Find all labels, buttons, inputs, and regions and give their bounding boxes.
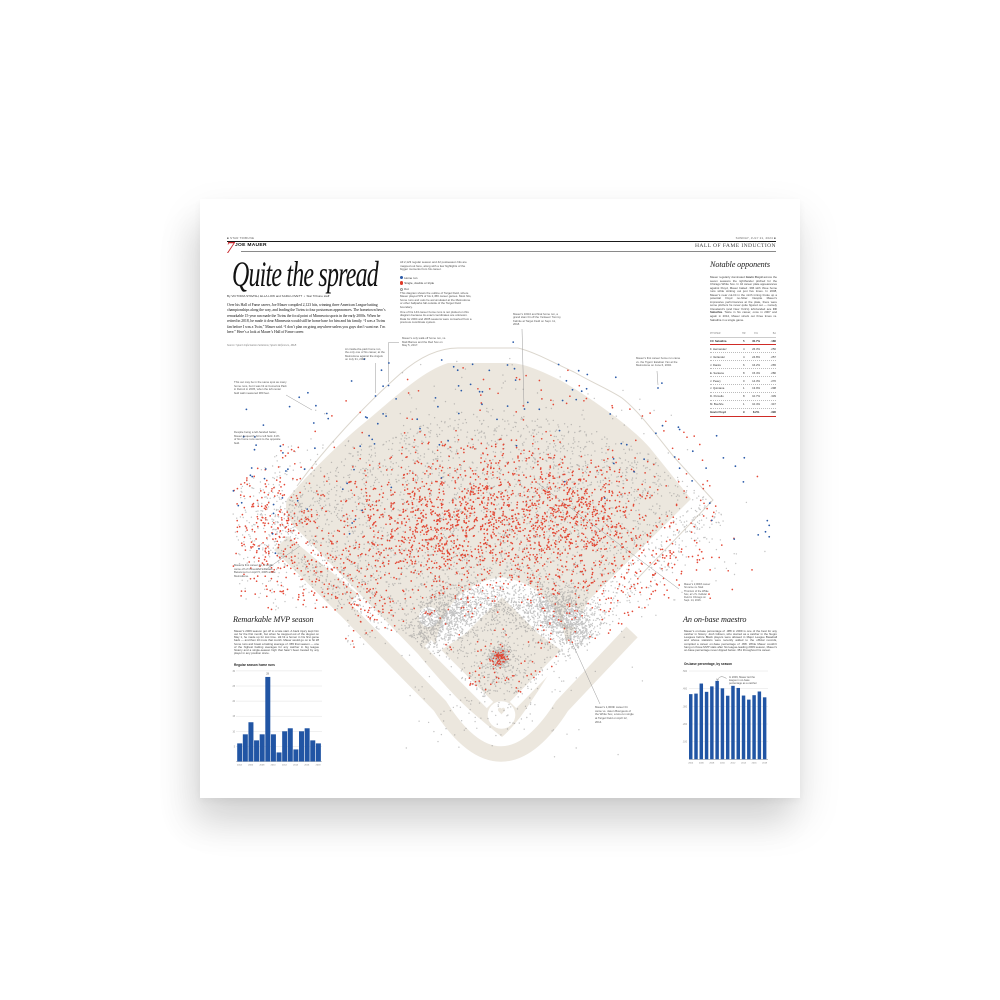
svg-text:15: 15 [232, 716, 235, 718]
svg-text:2004: 2004 [688, 762, 694, 764]
svg-text:5: 5 [234, 746, 236, 748]
svg-text:2012: 2012 [282, 765, 288, 767]
svg-text:2008: 2008 [259, 765, 265, 767]
svg-text:2010: 2010 [271, 765, 277, 767]
svg-text:2016: 2016 [304, 765, 310, 767]
svg-text:25: 25 [232, 686, 235, 688]
svg-text:30: 30 [232, 671, 235, 673]
svg-text:2014: 2014 [293, 765, 299, 767]
svg-text:.100: .100 [683, 742, 688, 744]
svg-text:2014: 2014 [741, 762, 747, 764]
svg-text:2006: 2006 [699, 762, 705, 764]
svg-text:2010: 2010 [720, 762, 726, 764]
svg-text:20: 20 [232, 701, 235, 703]
svg-text:2008: 2008 [709, 762, 715, 764]
svg-text:28: 28 [266, 673, 269, 676]
svg-text:2016: 2016 [752, 762, 758, 764]
svg-text:2018: 2018 [316, 765, 322, 767]
svg-text:.300: .300 [683, 706, 688, 708]
svg-text:.200: .200 [683, 724, 688, 726]
svg-text:.500: .500 [683, 671, 688, 673]
svg-text:2004: 2004 [237, 765, 243, 767]
svg-text:2018: 2018 [762, 762, 768, 764]
svg-text:2012: 2012 [730, 762, 736, 764]
svg-text:.400: .400 [683, 689, 688, 691]
svg-text:10: 10 [232, 731, 235, 733]
svg-text:2006: 2006 [248, 765, 254, 767]
